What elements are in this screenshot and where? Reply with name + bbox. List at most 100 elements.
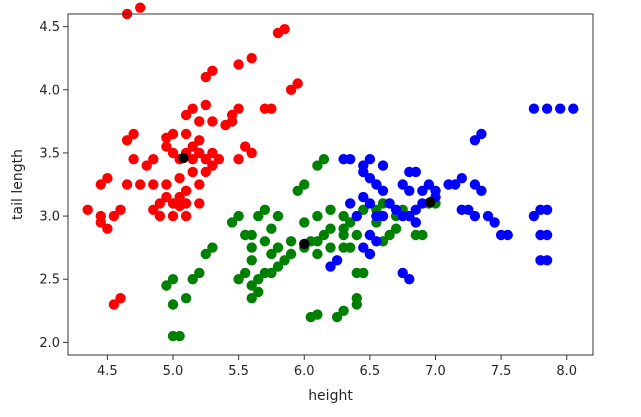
data-point [345,154,356,165]
data-point [423,179,435,190]
x-tick-label: 6.0 [294,364,315,379]
series-0 [82,2,303,310]
x-tick-label: 7.0 [425,364,446,379]
points-layer [82,2,579,342]
y-tick-label: 3.5 [39,146,60,161]
data-point [154,198,166,209]
data-point [568,103,579,114]
data-point [246,147,257,159]
data-point [541,103,553,114]
data-point [174,200,185,212]
data-point [325,223,336,234]
data-point [174,173,185,184]
data-point [187,141,198,152]
data-point [180,293,192,304]
data-point [417,198,428,209]
data-point [115,293,126,304]
data-point [410,166,421,178]
data-point [292,78,303,89]
data-point [410,204,421,215]
data-point [167,147,179,159]
data-point [272,242,284,253]
data-point [174,191,185,203]
data-point [272,261,284,272]
data-point [318,229,330,241]
data-point [371,179,382,190]
data-point [266,248,277,260]
data-point [351,293,362,304]
data-point [390,204,402,215]
data-point [207,160,218,171]
data-point [121,179,133,190]
data-point [187,103,198,114]
data-point [390,223,402,234]
data-point [456,173,467,184]
data-point [404,274,415,285]
data-point [200,99,211,111]
data-point [469,210,481,222]
data-point [528,210,540,222]
data-point [253,274,264,285]
data-point [246,293,257,304]
data-point [108,299,120,310]
data-point [200,248,211,260]
plot-frame [67,13,594,356]
data-point [476,128,487,140]
data-point [364,198,376,209]
data-point [207,242,218,253]
data-point [194,135,205,146]
data-point [312,248,323,260]
data-point [476,185,487,196]
data-point [384,198,395,209]
data-point [115,204,126,215]
data-point [194,179,205,190]
series-2 [325,103,579,285]
centroid-point [425,197,436,208]
data-point [95,179,107,190]
data-point [469,135,481,146]
y-tick-label: 2.5 [39,273,60,288]
data-point [345,242,356,253]
data-point [194,267,205,279]
data-point [240,267,251,279]
data-point [82,204,93,215]
data-point [259,236,271,247]
data-point [541,229,553,241]
data-point [325,261,336,272]
data-point [489,217,500,228]
data-point [187,166,198,178]
y-tick-label: 2.0 [39,336,60,351]
data-point [417,229,428,241]
data-point [358,166,369,178]
data-point [240,141,251,152]
data-point [200,71,211,83]
data-point [226,217,238,228]
x-tick-label: 5.0 [163,364,184,379]
data-point [272,27,284,39]
data-point [128,128,139,140]
data-point [351,210,362,222]
data-point [299,217,310,228]
data-point [194,116,205,127]
data-point [331,311,343,323]
data-point [128,154,139,165]
data-point [299,179,310,190]
data-point [233,154,244,165]
data-point [148,204,159,215]
data-point [135,179,146,190]
centroid-point [299,238,310,250]
data-point [364,173,376,184]
data-point [312,160,323,171]
data-point [266,267,277,279]
data-point [148,154,159,165]
data-point [174,330,185,342]
data-point [220,119,231,131]
x-tick-label: 8.0 [556,364,577,379]
data-point [325,242,336,253]
data-point [180,128,192,140]
data-point [148,179,159,190]
data-point [253,210,264,222]
data-point [364,248,376,260]
x-axis-ticks: 4.5 5.0 5.5 6.0 6.5 7.0 7.5 8.0 [97,355,577,379]
data-point [200,166,211,178]
